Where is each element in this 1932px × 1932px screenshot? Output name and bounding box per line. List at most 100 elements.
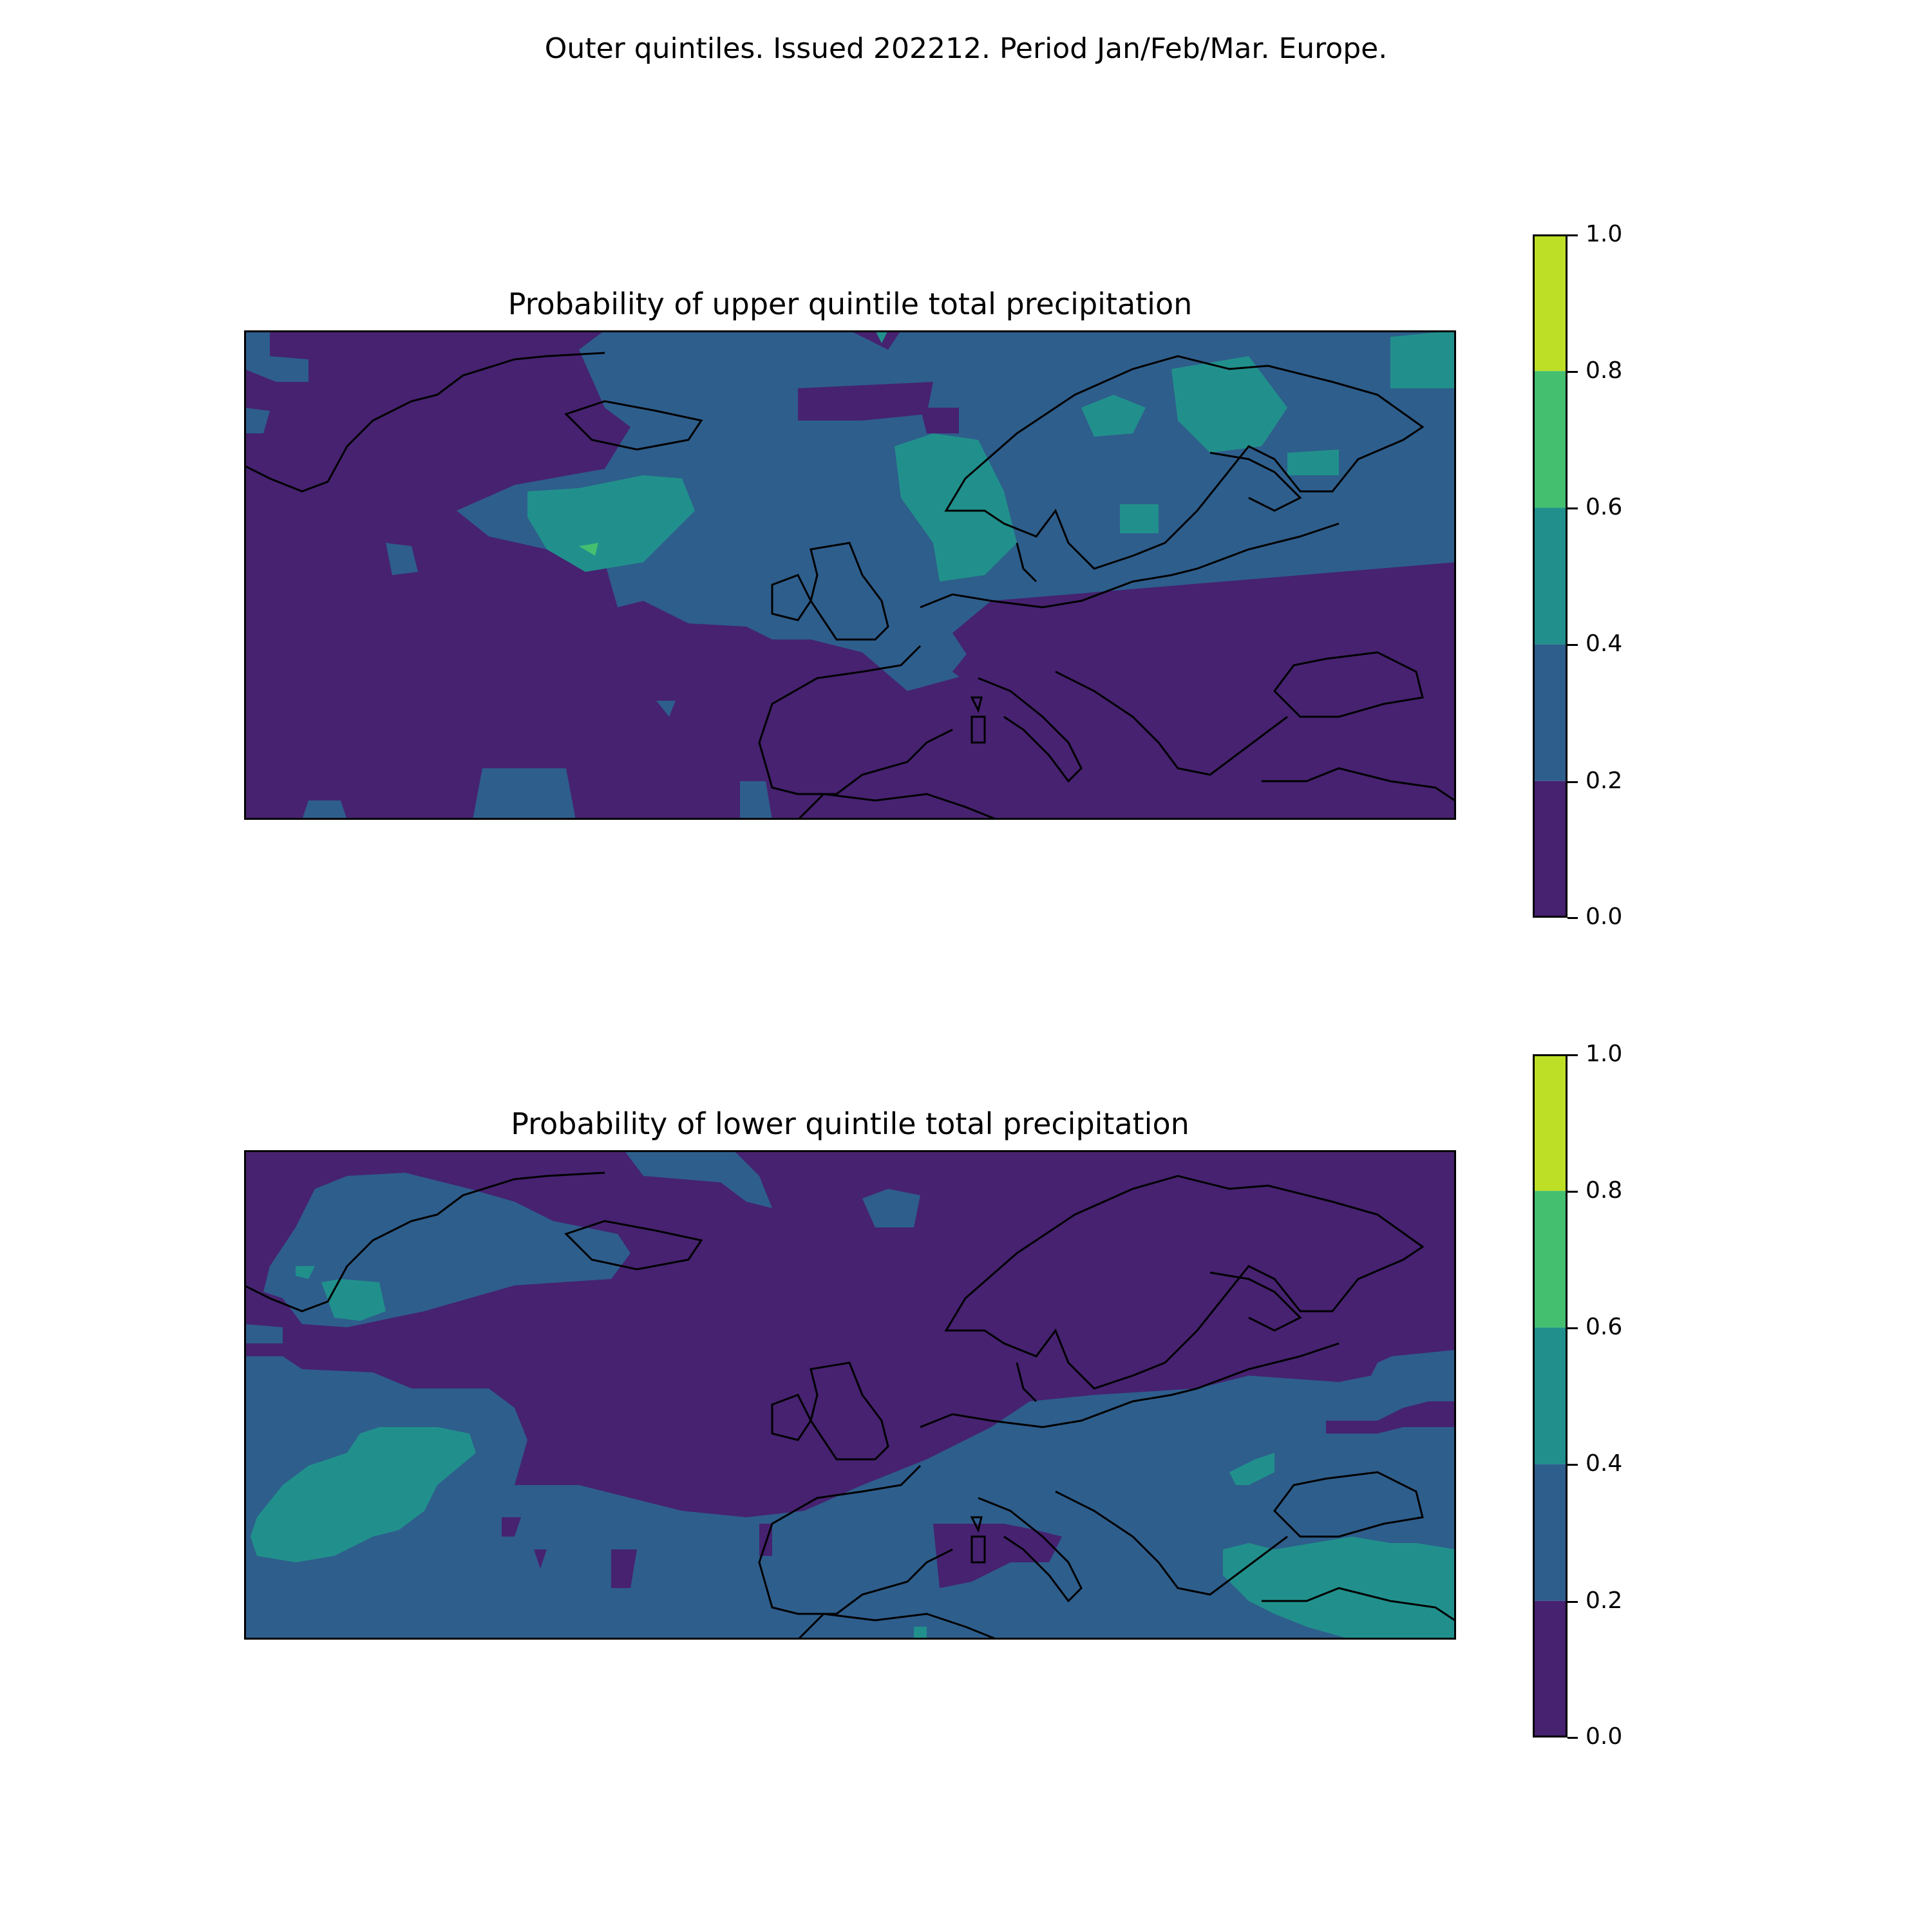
coastline-continent (920, 522, 1340, 609)
region-0.4-0.6 (875, 330, 888, 343)
coastline-ireland (771, 574, 812, 621)
region-0.2-0.4 (862, 1189, 920, 1227)
colorbar-tick-label: 1.0 (1586, 1041, 1623, 1067)
region-0-0.2 (502, 1517, 521, 1537)
colorbar-tick-label: 1.0 (1586, 221, 1623, 247)
region-0.4-0.6 (895, 433, 1017, 582)
coastline-italy (978, 677, 1083, 783)
region-0.2-0.4 (656, 701, 676, 717)
coastline-jutland (1016, 542, 1037, 583)
coastline-black-sea (1273, 1471, 1424, 1538)
upper-colorbar (1533, 234, 1567, 918)
coastline-balkans (1055, 1490, 1288, 1596)
coastline-africa (797, 1613, 998, 1640)
coastline-iberia (758, 1464, 953, 1615)
region-0.4-0.6 (321, 1279, 386, 1321)
region-0.2-0.4 (624, 1150, 772, 1208)
colorbar-tick-label: 0.2 (1586, 768, 1623, 794)
region-0.2-0.4 (386, 543, 418, 575)
colorbar-tick-label: 0.6 (1586, 1314, 1623, 1340)
lower-quintile-map (244, 1150, 1456, 1640)
colorbar-tick (1567, 644, 1578, 646)
region-0.4-0.6 (251, 1427, 476, 1562)
region-0.2-0.4 (244, 1350, 1456, 1640)
coastline-corsica (970, 1516, 983, 1533)
region-0-0.2 (952, 562, 1456, 820)
coastline-great-britain (810, 542, 889, 641)
colorbar-tick (1567, 371, 1578, 373)
region-0.2-0.4 (244, 330, 308, 382)
coastline-scandinavia (944, 1175, 1425, 1390)
region-0.4-0.6 (1171, 356, 1287, 453)
region-0-0.2 (1326, 1401, 1456, 1434)
colorbar-bin-0.4-0.6 (1533, 1327, 1567, 1464)
colorbar-tick-label: 0.0 (1586, 904, 1623, 930)
region-0.4-0.6 (1287, 450, 1339, 475)
region-0.2-0.4 (302, 800, 347, 820)
region-0.4-0.6 (1390, 330, 1456, 388)
upper-panel-title: Probability of upper quintile total prec… (507, 287, 1193, 321)
colorbar-tick (1567, 1054, 1578, 1056)
colorbar-frame (1533, 234, 1567, 918)
colorbar-bin-0.0-0.2 (1533, 781, 1567, 918)
colorbar-tick (1567, 781, 1578, 783)
colorbar-tick (1567, 1464, 1578, 1466)
coastline-anatolia (1262, 767, 1455, 802)
coastline-sardinia (971, 715, 986, 744)
region-0-0.2 (798, 382, 933, 421)
region-0.2-0.4 (740, 781, 772, 820)
lower-colorbar (1533, 1054, 1567, 1738)
region-0.4-0.6 (914, 1627, 927, 1640)
coastline-jutland (1016, 1362, 1037, 1403)
upper-quintile-map (244, 330, 1456, 820)
region-0.2-0.4 (244, 408, 270, 433)
coastline-sardinia (971, 1535, 986, 1564)
colorbar-bin-0.0-0.2 (1533, 1600, 1567, 1738)
region-0.4-0.6 (1229, 1421, 1274, 1485)
region-0-0.2 (611, 1549, 637, 1588)
coastline-africa (797, 793, 998, 820)
colorbar-bin-0.4-0.6 (1533, 507, 1567, 645)
map-frame (244, 330, 1456, 820)
figure-title: Outer quintiles. Issued 202212. Period J… (544, 32, 1388, 65)
coastline-iceland (564, 1220, 703, 1271)
colorbar-bin-0.8-1.0 (1533, 1054, 1567, 1191)
region-0.2-0.4 (244, 1324, 283, 1343)
colorbar-bin-0.6-0.8 (1533, 371, 1567, 508)
region-0-0.2 (933, 1524, 1062, 1588)
colorbar-tick (1567, 1191, 1578, 1193)
region-0.4-0.6 (527, 475, 695, 572)
coastline-iberia (758, 645, 953, 795)
coastline-greenland (244, 1171, 605, 1312)
coastlines (244, 1171, 1455, 1640)
coastline-balkans (1055, 670, 1288, 776)
region-0.4-0.6 (296, 1266, 315, 1279)
region-0.4-0.6 (1120, 504, 1159, 533)
colorbar-tick-label: 0.6 (1586, 494, 1623, 520)
coastline-corsica (970, 696, 983, 714)
colorbar-bin-0.6-0.8 (1533, 1191, 1567, 1328)
colorbar-tick-label: 0.8 (1586, 357, 1623, 384)
coastline-iceland (564, 400, 703, 451)
colorbar-tick (1567, 917, 1578, 919)
region-0-0.2 (534, 1549, 547, 1569)
coastline-black-sea (1273, 651, 1424, 718)
colorbar-bin-0.2-0.4 (1533, 1464, 1567, 1601)
colorbar-frame (1533, 1054, 1567, 1738)
colorbar-tick (1567, 507, 1578, 509)
coastline-finland-east (1209, 451, 1302, 512)
colorbar-tick (1567, 1327, 1578, 1329)
region-0-0.2 (849, 330, 901, 350)
region-0.2-0.4 (473, 768, 576, 820)
region-0-0.2 (920, 408, 959, 433)
coastline-scandinavia (944, 355, 1425, 570)
colorbar-tick-label: 0.4 (1586, 1450, 1623, 1477)
colorbar-tick-label: 0.8 (1586, 1177, 1623, 1204)
colorbar-tick-label: 0.0 (1586, 1723, 1623, 1750)
coastline-italy (978, 1497, 1083, 1603)
colorbar-bin-0.8-1.0 (1533, 234, 1567, 372)
colorbar-tick-label: 0.4 (1586, 630, 1623, 657)
coastline-great-britain (810, 1361, 889, 1461)
region-0.4-0.6 (1081, 395, 1146, 437)
